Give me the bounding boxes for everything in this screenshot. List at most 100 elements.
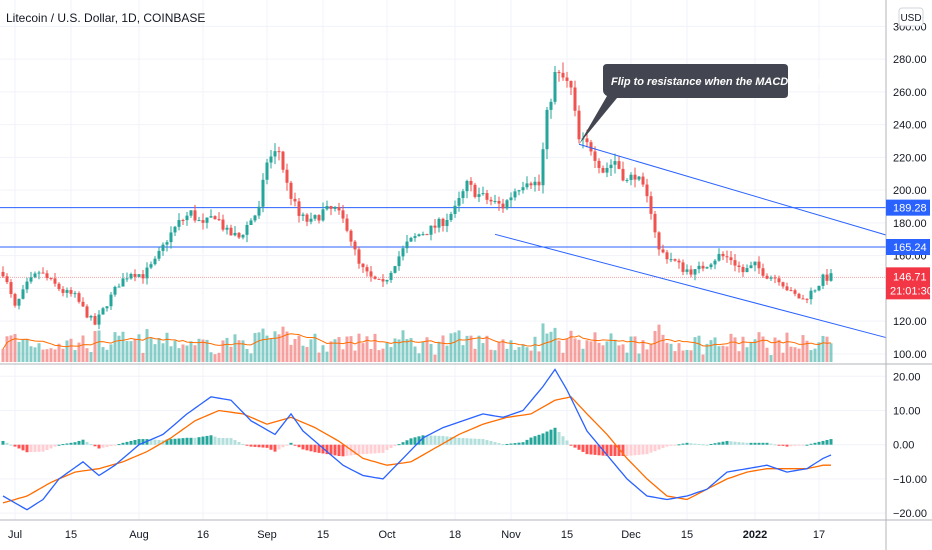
- candle-body[interactable]: [465, 180, 469, 192]
- candle-body[interactable]: [161, 244, 165, 251]
- candle-body[interactable]: [221, 219, 225, 230]
- candle-body[interactable]: [541, 149, 545, 186]
- candle-body[interactable]: [165, 242, 169, 245]
- candle-body[interactable]: [413, 236, 417, 238]
- candle-body[interactable]: [397, 256, 401, 267]
- candle-body[interactable]: [469, 180, 473, 185]
- candle-body[interactable]: [337, 207, 341, 211]
- candle-body[interactable]: [793, 290, 797, 294]
- candle-body[interactable]: [761, 268, 765, 276]
- candle-body[interactable]: [37, 272, 41, 274]
- candle-body[interactable]: [205, 217, 209, 223]
- candle-body[interactable]: [497, 200, 501, 204]
- candle-body[interactable]: [685, 269, 689, 272]
- candle-body[interactable]: [405, 241, 409, 249]
- candle-body[interactable]: [425, 234, 429, 236]
- candle-body[interactable]: [173, 226, 177, 233]
- candle-body[interactable]: [41, 272, 45, 274]
- candle-body[interactable]: [641, 176, 645, 185]
- candle-body[interactable]: [201, 220, 205, 223]
- candle-body[interactable]: [769, 277, 773, 279]
- candle-body[interactable]: [293, 198, 297, 202]
- candle-body[interactable]: [13, 293, 17, 306]
- candle-body[interactable]: [373, 276, 377, 279]
- candle-body[interactable]: [797, 293, 801, 299]
- candle-body[interactable]: [609, 164, 613, 169]
- candle-body[interactable]: [433, 225, 437, 228]
- candle-body[interactable]: [637, 176, 641, 180]
- candle-body[interactable]: [277, 151, 281, 153]
- candle-body[interactable]: [493, 200, 497, 202]
- candle-body[interactable]: [461, 191, 465, 199]
- candle-body[interactable]: [509, 197, 513, 201]
- candle-body[interactable]: [257, 206, 261, 216]
- candle-body[interactable]: [313, 215, 317, 219]
- candle-body[interactable]: [361, 263, 365, 268]
- candle-body[interactable]: [249, 220, 253, 225]
- candle-body[interactable]: [137, 274, 141, 277]
- candle-body[interactable]: [485, 193, 489, 200]
- candle-body[interactable]: [357, 249, 361, 264]
- candle-body[interactable]: [341, 210, 345, 219]
- candle-body[interactable]: [93, 315, 97, 325]
- candle-body[interactable]: [353, 241, 357, 250]
- candle-body[interactable]: [481, 193, 485, 195]
- candle-body[interactable]: [705, 267, 709, 269]
- candle-body[interactable]: [273, 151, 277, 157]
- candle-body[interactable]: [701, 265, 705, 269]
- candle-body[interactable]: [197, 220, 201, 222]
- candle-body[interactable]: [81, 301, 85, 307]
- candle-body[interactable]: [677, 260, 681, 263]
- candle-body[interactable]: [741, 266, 745, 273]
- candle-body[interactable]: [177, 220, 181, 227]
- candle-body[interactable]: [393, 266, 397, 273]
- candle-body[interactable]: [673, 259, 677, 261]
- candle-body[interactable]: [381, 279, 385, 282]
- candle-body[interactable]: [441, 218, 445, 227]
- candle-body[interactable]: [25, 281, 29, 290]
- candle-body[interactable]: [113, 286, 117, 295]
- candle-body[interactable]: [573, 87, 577, 111]
- candle-body[interactable]: [365, 267, 369, 272]
- candle-body[interactable]: [325, 206, 329, 210]
- candle-body[interactable]: [85, 306, 89, 318]
- candle-body[interactable]: [473, 184, 477, 197]
- candle-body[interactable]: [545, 109, 549, 150]
- candle-body[interactable]: [449, 213, 453, 221]
- candle-body[interactable]: [333, 207, 337, 209]
- candle-body[interactable]: [125, 278, 129, 280]
- candle-body[interactable]: [661, 249, 665, 253]
- candle-body[interactable]: [649, 196, 653, 214]
- candle-body[interactable]: [301, 214, 305, 216]
- candle-body[interactable]: [213, 216, 217, 220]
- candle-body[interactable]: [817, 285, 821, 291]
- candle-body[interactable]: [537, 181, 541, 186]
- annotation-callout[interactable]: Flip to resistance when the MACD flipped…: [579, 64, 830, 145]
- candle-body[interactable]: [45, 273, 49, 278]
- candle-body[interactable]: [237, 232, 241, 238]
- candle-body[interactable]: [233, 232, 237, 236]
- candle-body[interactable]: [477, 194, 481, 197]
- candle-body[interactable]: [593, 151, 597, 161]
- candle-body[interactable]: [389, 272, 393, 280]
- candle-body[interactable]: [633, 174, 637, 180]
- candle-body[interactable]: [721, 253, 725, 257]
- candle-body[interactable]: [577, 110, 581, 140]
- candle-body[interactable]: [21, 289, 25, 299]
- candle-body[interactable]: [737, 265, 741, 267]
- candle-body[interactable]: [533, 181, 537, 186]
- candle-body[interactable]: [585, 138, 589, 143]
- candle-body[interactable]: [241, 234, 245, 238]
- candle-body[interactable]: [565, 77, 569, 81]
- candle-body[interactable]: [225, 227, 229, 230]
- candle-body[interactable]: [101, 308, 105, 315]
- candle-body[interactable]: [269, 156, 273, 163]
- candle-body[interactable]: [5, 276, 9, 283]
- candle-body[interactable]: [73, 293, 77, 295]
- candle-body[interactable]: [505, 200, 509, 209]
- candle-body[interactable]: [801, 298, 805, 300]
- trendlines[interactable]: [494, 143, 887, 339]
- candle-body[interactable]: [229, 227, 233, 236]
- candle-body[interactable]: [89, 315, 93, 318]
- candle-body[interactable]: [653, 213, 657, 233]
